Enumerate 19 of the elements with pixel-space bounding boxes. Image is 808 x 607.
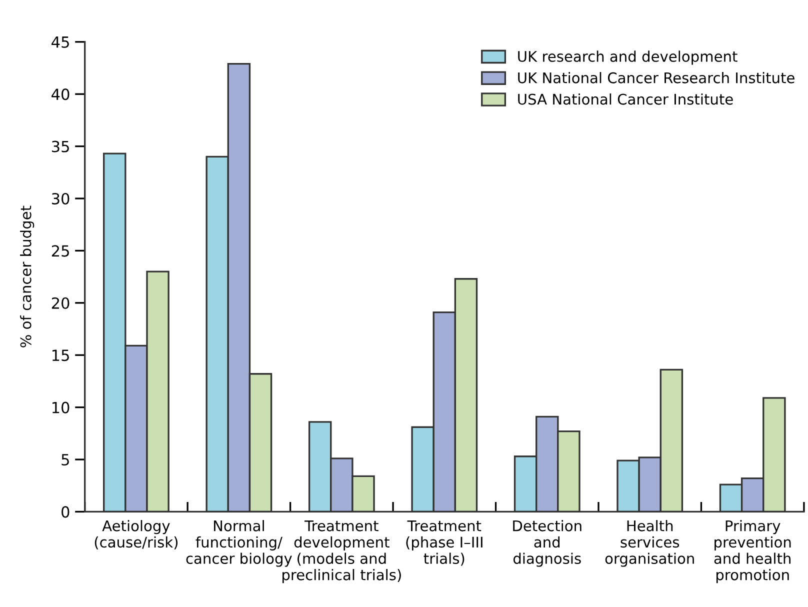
legend-label: UK National Cancer Research Institute (518, 72, 794, 84)
y-tick-label: 25 (52, 245, 69, 257)
y-tick-label: 15 (52, 350, 69, 362)
y-tick-label: 35 (52, 140, 69, 152)
y-tick-label: 0 (62, 506, 70, 518)
x-tick-label: Treatment (phase I–III trials) (406, 520, 482, 566)
y-tick-label: 40 (52, 88, 70, 100)
y-tick-label: 30 (52, 192, 70, 205)
y-tick-label: 5 (62, 454, 69, 466)
x-tick-label: Primary prevention and health promotion (714, 520, 791, 584)
legend-label: USA National Cancer Institute (518, 93, 733, 105)
y-tick-label: 20 (52, 297, 70, 309)
x-tick-label: Aetiology (cause/risk) (94, 520, 178, 550)
x-tick-label: Health services organisation (605, 520, 694, 567)
y-tick-label: 10 (52, 402, 70, 414)
legend-label: UK research and development (518, 50, 738, 65)
y-axis-title: % of cancer budget (20, 206, 34, 348)
x-tick-label: Detection and diagnosis (513, 520, 582, 567)
y-tick-label: 45 (52, 36, 69, 48)
